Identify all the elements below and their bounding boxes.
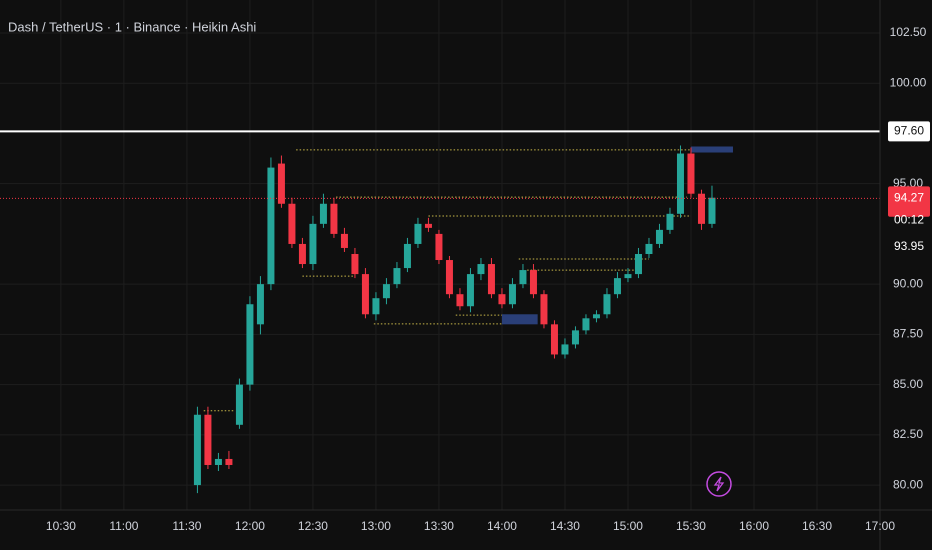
chart-title: Dash / TetherUS · 1 · Binance · Heikin A… bbox=[8, 19, 256, 34]
candle-body bbox=[214, 458, 222, 465]
candle-body bbox=[340, 233, 348, 248]
x-tick-label: 13:30 bbox=[424, 519, 454, 533]
candle-body bbox=[330, 203, 338, 234]
candle-body bbox=[477, 264, 485, 275]
y-tick-label: 100.00 bbox=[890, 75, 927, 89]
candle-body bbox=[613, 278, 621, 295]
lightning-icon[interactable] bbox=[706, 471, 732, 497]
candle-body bbox=[487, 264, 495, 295]
candle-body bbox=[267, 167, 275, 285]
x-tick-label: 10:30 bbox=[46, 519, 76, 533]
y-tick-label: 82.50 bbox=[893, 427, 923, 441]
candle-body bbox=[624, 274, 632, 279]
price-line-label: 97.60 bbox=[894, 124, 924, 138]
candle-body bbox=[708, 197, 716, 224]
candle-body bbox=[582, 318, 590, 331]
candle-body bbox=[435, 233, 443, 261]
marker-price-label: 93.95 bbox=[894, 239, 924, 253]
x-tick-label: 11:30 bbox=[172, 519, 201, 533]
candle-body bbox=[655, 229, 663, 244]
x-tick-label: 11:00 bbox=[109, 519, 138, 533]
x-tick-label: 14:30 bbox=[550, 519, 580, 533]
candle-body bbox=[540, 294, 548, 325]
candle-body bbox=[246, 304, 254, 385]
candle-body bbox=[666, 213, 674, 230]
y-tick-label: 90.00 bbox=[893, 276, 923, 290]
candle-body bbox=[676, 153, 684, 214]
candle-body bbox=[382, 284, 390, 299]
y-tick-label: 80.00 bbox=[893, 477, 923, 491]
plot-area bbox=[0, 130, 880, 494]
candle-body bbox=[687, 153, 695, 194]
x-tick-label: 15:00 bbox=[613, 519, 643, 533]
candle-body bbox=[256, 284, 264, 325]
x-tick-label: 14:00 bbox=[487, 519, 517, 533]
candle-body bbox=[319, 203, 327, 224]
candle-body bbox=[414, 223, 422, 244]
last-price-label: 94.27 bbox=[894, 191, 924, 205]
candle-body bbox=[403, 243, 411, 269]
candle-body bbox=[351, 253, 359, 275]
countdown-label: 00:12 bbox=[894, 213, 924, 227]
candle-body bbox=[571, 330, 579, 345]
y-tick-label: 87.50 bbox=[893, 327, 923, 341]
x-tick-label: 12:00 bbox=[235, 519, 265, 533]
candle-body bbox=[529, 270, 537, 295]
candle-body bbox=[697, 193, 705, 224]
x-tick-label: 16:00 bbox=[739, 519, 769, 533]
candle-body bbox=[519, 270, 527, 285]
candle-body bbox=[298, 243, 306, 265]
candle-body bbox=[372, 298, 380, 315]
candle-body bbox=[361, 274, 369, 315]
candle-body bbox=[193, 414, 201, 486]
x-tick-label: 15:30 bbox=[676, 519, 706, 533]
candle-body bbox=[645, 243, 653, 254]
candle-body bbox=[424, 223, 432, 228]
y-tick-label: 102.50 bbox=[890, 25, 927, 39]
price-line-label-box bbox=[888, 121, 930, 142]
x-tick-label: 13:00 bbox=[361, 519, 391, 533]
candle-body bbox=[561, 344, 569, 355]
candle-body bbox=[603, 294, 611, 315]
last-price-box bbox=[888, 186, 930, 217]
candle-body bbox=[288, 203, 296, 244]
candle-body bbox=[445, 260, 453, 295]
y-tick-label: 85.00 bbox=[893, 377, 923, 391]
zone bbox=[501, 314, 538, 325]
candle-body bbox=[466, 274, 474, 307]
x-tick-label: 16:30 bbox=[802, 519, 832, 533]
candle-body bbox=[456, 294, 464, 307]
x-tick-label: 17:00 bbox=[865, 519, 895, 533]
candle-body bbox=[592, 314, 600, 319]
candle-body bbox=[235, 384, 243, 425]
candle-body bbox=[204, 414, 212, 465]
candle-body bbox=[508, 284, 516, 305]
icon-ring bbox=[706, 471, 732, 497]
candle-body bbox=[225, 458, 233, 465]
candle-body bbox=[277, 163, 285, 204]
candle-body bbox=[393, 268, 401, 285]
icon-bolt bbox=[713, 476, 725, 492]
zone bbox=[690, 146, 733, 153]
candle-body bbox=[550, 324, 558, 355]
x-tick-label: 12:30 bbox=[298, 519, 328, 533]
candle-body bbox=[309, 223, 317, 265]
candle-body bbox=[498, 294, 506, 305]
candle-body bbox=[634, 253, 642, 275]
